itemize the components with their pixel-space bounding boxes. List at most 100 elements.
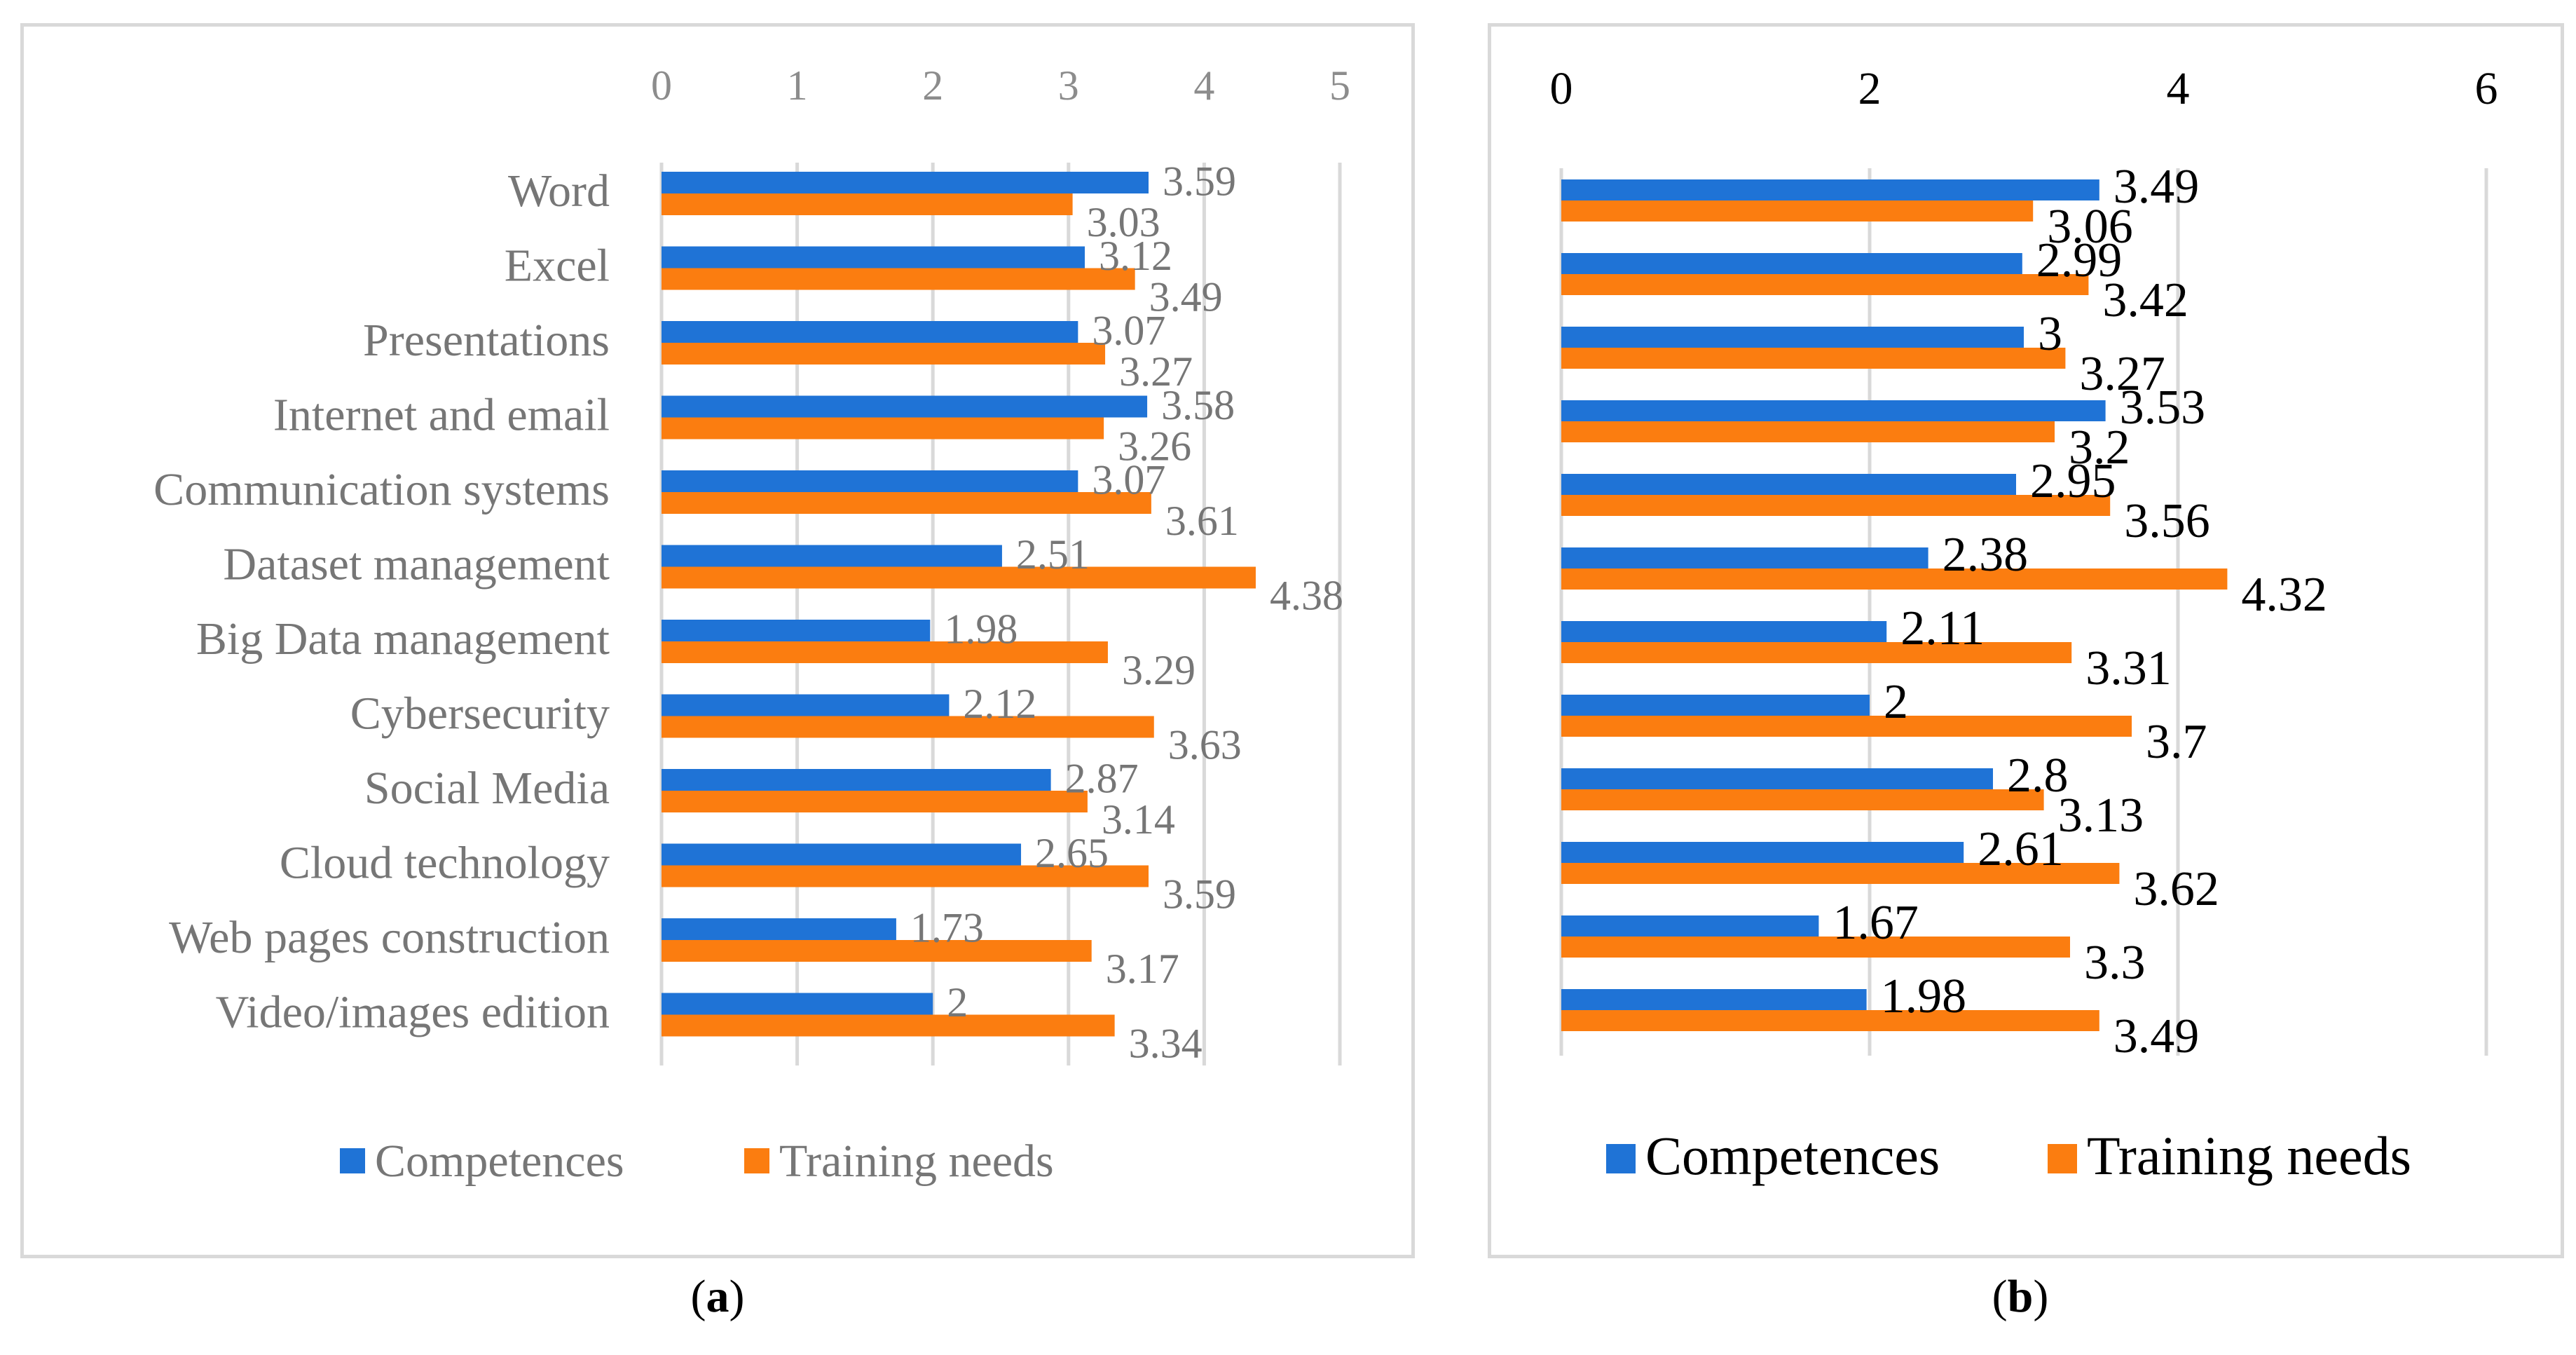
bar-training-a-5 [662, 566, 1256, 589]
legend-label-a-1: Training needs [779, 1136, 1054, 1187]
bar-competences-a-0 [662, 172, 1149, 193]
bar-training-b-6 [1561, 642, 2072, 663]
legend-swatch-a-0 [340, 1148, 365, 1173]
bar-training-a-8 [662, 791, 1088, 812]
value-label-training-a-6: 3.29 [1122, 647, 1195, 693]
legend-label-a-0: Competences [375, 1136, 624, 1187]
bar-competences-a-3 [662, 395, 1148, 418]
bar-competences-a-10 [662, 918, 896, 940]
category-label-4: Communication systems [153, 464, 610, 515]
value-label-competences-a-0: 3.59 [1163, 158, 1236, 205]
bar-competences-a-4 [662, 470, 1078, 492]
value-label-competences-b-9: 2.61 [1978, 822, 2064, 876]
bar-training-b-8 [1561, 789, 2044, 810]
value-label-training-b-2: 3.27 [2079, 347, 2165, 401]
bar-training-a-2 [662, 343, 1106, 365]
legend-swatch-b-0 [1606, 1144, 1636, 1173]
value-label-competences-b-8: 2.8 [2007, 749, 2069, 803]
value-label-training-a-11: 3.34 [1129, 1021, 1203, 1067]
value-label-training-b-3: 3.2 [2069, 421, 2130, 475]
bar-competences-a-6 [662, 620, 931, 641]
bar-training-b-2 [1561, 348, 2066, 369]
value-label-training-b-10: 3.3 [2084, 936, 2146, 990]
bar-training-b-9 [1561, 863, 2120, 884]
bar-competences-b-6 [1561, 621, 1887, 642]
value-label-competences-b-4: 2.95 [2030, 454, 2116, 508]
bar-competences-a-11 [662, 993, 933, 1015]
bar-training-a-7 [662, 716, 1154, 738]
value-label-training-a-5: 4.38 [1270, 573, 1343, 619]
value-label-training-a-8: 3.14 [1102, 796, 1175, 843]
legend-label-b-1: Training needs [2087, 1125, 2411, 1186]
bar-competences-b-1 [1561, 253, 2022, 274]
tick-label-a-1: 1 [787, 62, 808, 109]
tick-label-b-4: 4 [2167, 63, 2190, 114]
bar-training-a-1 [662, 268, 1135, 290]
value-label-training-b-9: 3.62 [2133, 862, 2219, 916]
value-label-training-a-9: 3.59 [1163, 871, 1236, 918]
category-label-8: Social Media [364, 763, 610, 814]
value-label-competences-a-11: 2 [947, 979, 968, 1026]
bar-training-b-0 [1561, 200, 2034, 222]
value-label-training-a-0: 3.03 [1087, 199, 1160, 245]
category-label-3: Internet and email [273, 390, 610, 441]
bar-competences-b-2 [1561, 327, 2024, 348]
bar-competences-a-5 [662, 545, 1002, 567]
value-label-competences-a-2: 3.07 [1092, 308, 1165, 354]
value-label-competences-a-8: 2.87 [1065, 756, 1139, 802]
value-label-training-a-3: 3.26 [1118, 423, 1191, 470]
value-label-training-a-4: 3.61 [1165, 498, 1239, 544]
bar-training-b-7 [1561, 716, 2132, 737]
value-label-competences-b-10: 1.67 [1832, 896, 1919, 950]
bar-training-a-11 [662, 1014, 1115, 1037]
tick-label-b-0: 0 [1550, 63, 1573, 114]
value-label-competences-a-1: 3.12 [1099, 233, 1172, 279]
value-label-competences-b-6: 2.11 [1900, 601, 1985, 655]
value-label-competences-b-5: 2.38 [1943, 528, 2029, 582]
caption-b: (b) [1992, 1271, 2049, 1322]
tick-label-b-2: 2 [1858, 63, 1882, 114]
legend-swatch-b-1 [2048, 1144, 2077, 1173]
value-label-competences-a-3: 3.58 [1161, 382, 1235, 428]
bar-training-a-6 [662, 641, 1108, 663]
category-label-7: Cybersecurity [350, 688, 610, 740]
bar-training-a-4 [662, 492, 1151, 514]
value-label-competences-b-2: 3 [2038, 307, 2062, 361]
value-label-training-b-1: 3.42 [2102, 273, 2188, 327]
bar-competences-a-8 [662, 769, 1051, 791]
value-label-training-a-10: 3.17 [1106, 946, 1179, 992]
value-label-training-b-5: 4.32 [2241, 568, 2327, 622]
bar-training-b-4 [1561, 495, 2111, 516]
tick-label-a-4: 4 [1193, 62, 1214, 109]
value-label-competences-a-9: 2.65 [1035, 830, 1109, 876]
bar-competences-b-11 [1561, 989, 1867, 1010]
value-label-competences-b-3: 3.53 [2120, 381, 2206, 435]
bar-competences-b-5 [1561, 547, 1928, 568]
bar-training-a-10 [662, 940, 1092, 962]
bar-competences-b-7 [1561, 695, 1870, 716]
value-label-competences-b-1: 2.99 [2036, 233, 2123, 287]
bar-competences-b-8 [1561, 768, 1993, 789]
tick-label-a-2: 2 [922, 62, 943, 109]
category-label-0: Word [508, 165, 610, 217]
category-label-5: Dataset management [223, 539, 610, 590]
bar-training-b-5 [1561, 568, 2228, 590]
category-label-1: Excel [505, 240, 610, 292]
bar-competences-a-7 [662, 694, 950, 716]
value-label-competences-a-4: 3.07 [1092, 457, 1165, 503]
bar-training-a-3 [662, 417, 1104, 440]
bar-training-b-11 [1561, 1010, 2099, 1031]
value-label-competences-b-7: 2 [1884, 675, 1908, 729]
bar-competences-b-10 [1561, 915, 1819, 937]
bar-training-a-9 [662, 865, 1149, 887]
tick-label-a-0: 0 [651, 62, 672, 109]
value-label-training-a-7: 3.63 [1168, 722, 1242, 768]
bar-competences-b-4 [1561, 474, 2016, 495]
category-label-6: Big Data management [196, 613, 610, 665]
tick-label-a-3: 3 [1058, 62, 1079, 109]
value-label-training-b-7: 3.7 [2146, 715, 2207, 769]
value-label-competences-b-0: 3.49 [2113, 160, 2200, 214]
value-label-training-b-0: 3.06 [2047, 200, 2133, 254]
value-label-competences-a-6: 1.98 [944, 606, 1018, 653]
